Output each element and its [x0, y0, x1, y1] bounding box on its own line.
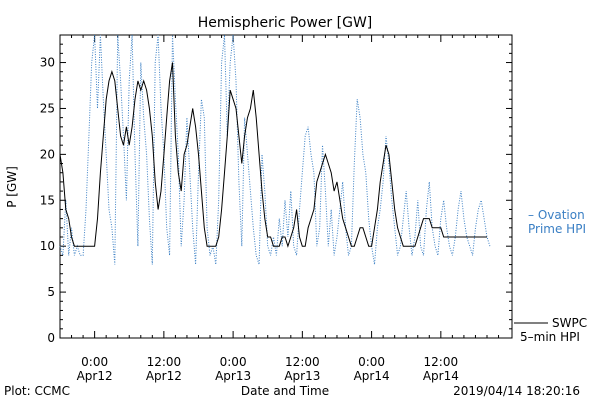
swpc-series-line	[59, 62, 487, 248]
x-tick-time-label: 12:00	[285, 355, 320, 369]
y-tick-label: 15	[40, 193, 55, 207]
y-axis: 0 5 10 15 20 25 30	[40, 34, 512, 345]
x-tick-date-label: Apr12	[146, 369, 182, 383]
plot-timestamp: 2019/04/14 18:20:16	[453, 384, 580, 398]
plot-credit: Plot: CCMC	[4, 384, 70, 398]
y-tick-label: 0	[47, 331, 55, 345]
x-tick-time-label: 0:00	[358, 355, 385, 369]
y-tick-label: 20	[40, 147, 55, 161]
x-axis-label: Date and Time	[241, 384, 329, 398]
x-tick-date-label: Apr12	[77, 369, 113, 383]
x-tick-time-label: 12:00	[424, 355, 459, 369]
x-axis: 0:00Apr1212:00Apr120:00Apr1312:00Apr130:…	[59, 35, 500, 383]
legend-ovation-line2: Prime HPI	[528, 222, 586, 236]
x-tick-time-label: 0:00	[81, 355, 108, 369]
legend-swpc-line1: SWPC	[552, 316, 587, 330]
legend-swpc-line2: 5–min HPI	[520, 330, 580, 344]
legend-ovation-line1: – Ovation	[528, 208, 585, 222]
y-tick-label: 25	[40, 101, 55, 115]
x-tick-date-label: Apr13	[284, 369, 320, 383]
x-tick-date-label: Apr14	[354, 369, 390, 383]
chart-title: Hemispheric Power [GW]	[198, 15, 373, 31]
y-tick-label: 5	[47, 285, 55, 299]
x-tick-time-label: 12:00	[147, 355, 182, 369]
swpc-series	[59, 62, 487, 248]
legend: – Ovation Prime HPI SWPC 5–min HPI	[514, 208, 587, 344]
y-tick-label: 30	[40, 56, 55, 70]
plot-frame	[59, 34, 513, 339]
x-tick-date-label: Apr13	[215, 369, 251, 383]
ovation-series-line	[59, 34, 491, 265]
ovation-series	[59, 34, 491, 265]
x-tick-time-label: 0:00	[220, 355, 247, 369]
y-axis-label: P [GW]	[5, 166, 19, 208]
x-tick-date-label: Apr14	[423, 369, 459, 383]
y-tick-label: 10	[40, 239, 55, 253]
